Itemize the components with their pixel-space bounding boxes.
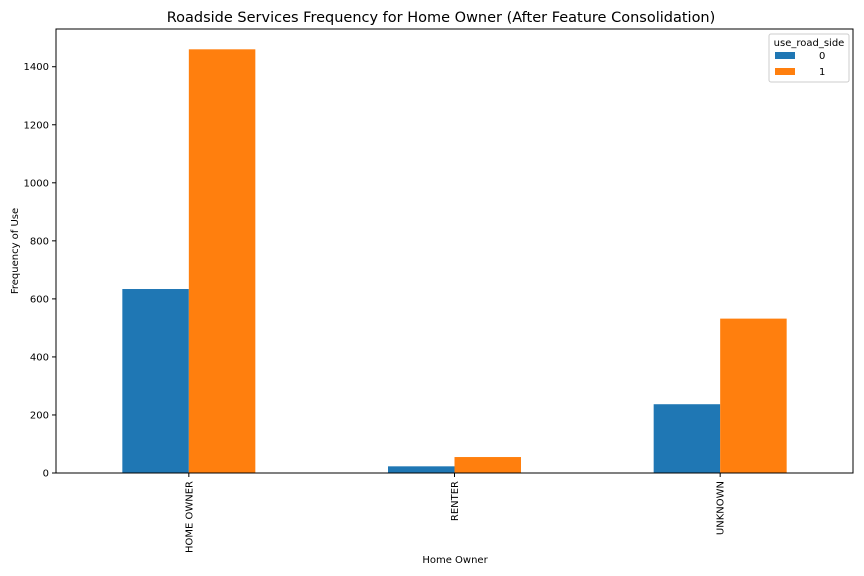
y-tick-label: 1200 [24,120,49,131]
x-tick-label: UNKNOWN [716,481,727,535]
bar-unknown-series-0 [653,404,721,473]
legend: use_road_side 0 1 [768,33,850,83]
legend-swatch-1 [775,68,795,75]
y-tick-label: 1400 [24,62,49,73]
bar-home-owner-series-0 [122,289,189,473]
legend-label-0: 0 [819,51,825,62]
y-tick-label: 0 [43,469,49,480]
x-tick-label: RENTER [450,481,461,521]
x-axis-label: Home Owner [422,555,488,566]
y-tick-label: 1000 [24,178,49,189]
y-axis-label: Frequency of Use [10,208,21,294]
legend-label-1: 1 [819,67,825,78]
chart-title: Roadside Services Frequency for Home Own… [167,10,716,26]
y-tick-label: 800 [30,236,49,247]
y-tick-label: 200 [30,410,49,421]
bar-renter-series-0 [388,466,455,473]
bar-home-owner-series-1 [188,49,256,474]
x-tick-label: HOME OWNER [184,481,195,553]
bar-renter-series-1 [454,457,521,473]
bar-unknown-series-1 [720,318,787,473]
y-tick-label: 600 [30,294,49,305]
legend-title: use_road_side [774,38,845,49]
y-tick-label: 400 [30,352,49,363]
legend-swatch-0 [775,52,795,59]
